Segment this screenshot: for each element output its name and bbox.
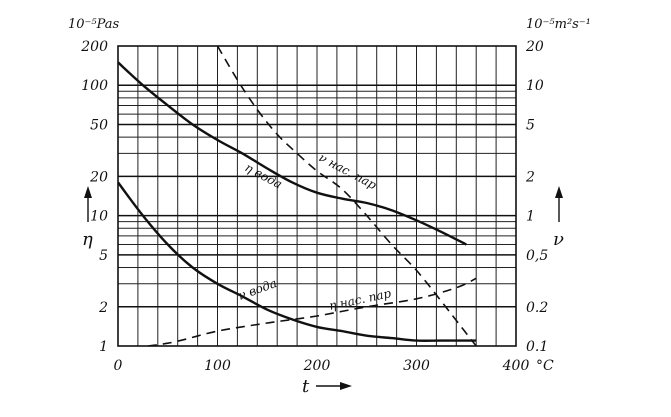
left-axis-arrow <box>84 186 92 222</box>
right-axis-label: ν <box>553 229 564 250</box>
right-tick-label: 2 <box>525 169 535 185</box>
right-tick-label: 20 <box>525 39 544 55</box>
right-axis-arrow <box>555 186 563 222</box>
right-axis-unit: 10⁻⁵m²s⁻¹ <box>526 17 591 32</box>
left-tick-label: 1 <box>99 339 108 355</box>
right-tick-label: 0.2 <box>526 300 548 316</box>
left-tick-label: 100 <box>81 78 108 94</box>
label-eta-steam: η нас. пар <box>328 286 393 313</box>
right-tick-label: 1 <box>526 209 535 225</box>
left-tick-label: 2 <box>98 300 108 316</box>
right-tick-label: 0.1 <box>526 339 548 355</box>
series-eta-steam <box>140 277 477 346</box>
x-tick-label: 0 <box>114 358 123 374</box>
left-axis-label: η <box>82 229 93 250</box>
left-tick-label: 50 <box>90 117 108 133</box>
x-tick-label: 300 <box>403 358 430 374</box>
plot-frame <box>117 45 517 347</box>
grid-lines <box>118 46 516 346</box>
x-tick-label: 100 <box>204 358 231 374</box>
right-tick-label: 10 <box>526 78 544 94</box>
left-axis-unit: 10⁻⁵Pas <box>68 17 120 32</box>
left-tick-label: 10 <box>90 209 108 225</box>
right-tick-label: 5 <box>526 117 535 133</box>
x-axis-arrow <box>316 382 352 390</box>
x-tick-label: 400 <box>502 358 530 374</box>
left-tick-label: 200 <box>80 39 108 55</box>
x-axis-unit: °C <box>536 358 554 374</box>
series-nu-steam <box>216 46 477 346</box>
right-tick-label: 0,5 <box>526 248 548 264</box>
series-layer <box>118 46 477 346</box>
x-tick-label: 200 <box>303 358 331 374</box>
series-eta-water <box>118 61 467 246</box>
x-axis-label: t <box>302 376 310 397</box>
series-nu-water <box>118 181 477 342</box>
tick-labels: 0 100 200 300 400 °C 1 2 5 10 20 50 100 200 0.1 0.2 0,5 1… <box>80 39 554 374</box>
label-nu-steam: ν нас. пар <box>317 150 380 192</box>
left-tick-label: 5 <box>99 248 108 264</box>
left-tick-label: 20 <box>89 169 108 185</box>
